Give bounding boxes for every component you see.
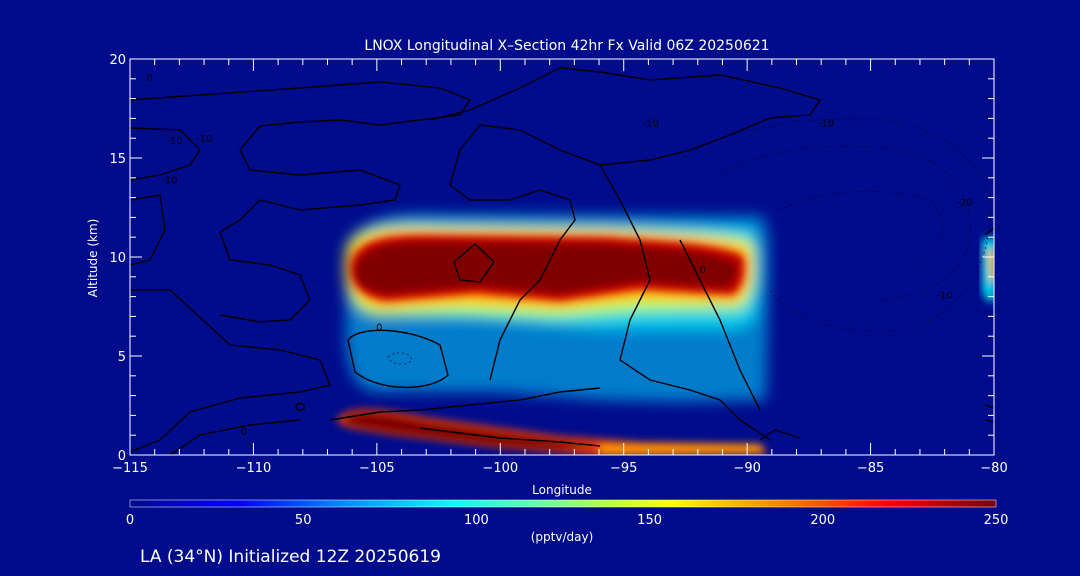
contour-label: 0 bbox=[147, 73, 153, 84]
y-tick-label: 0 bbox=[118, 449, 126, 464]
y-axis-label: Altitude (km) bbox=[86, 219, 100, 298]
contour-label: 0 bbox=[376, 322, 382, 333]
x-tick-label: −105 bbox=[359, 461, 395, 476]
plot-area: 0 -10 -10 -10 0 -10 -10 -20 -10 0 0 bbox=[130, 67, 994, 455]
colorbar-tick-label: 100 bbox=[464, 513, 489, 528]
contour-label: -20 bbox=[956, 198, 972, 209]
x-tick-label: −85 bbox=[857, 461, 884, 476]
colorbar-tick-label: 150 bbox=[637, 513, 662, 528]
x-tick-label: −115 bbox=[112, 461, 148, 476]
colorbar bbox=[129, 499, 997, 508]
contour-lines bbox=[130, 67, 994, 455]
contour-label: -10 bbox=[161, 176, 177, 187]
colorbar-tick-label: 200 bbox=[810, 513, 835, 528]
colorbar-tick-label: 0 bbox=[126, 513, 134, 528]
colorbar-tick-labels: 0 50 100 150 200 250 bbox=[126, 513, 1009, 528]
x-axis-label: Longitude bbox=[532, 483, 592, 497]
contour-label: -10 bbox=[818, 118, 834, 129]
x-tick-labels: −115 −110 −105 −100 −95 −90 −85 −80 bbox=[112, 461, 1008, 476]
contour-label: -10 bbox=[166, 136, 182, 147]
chart-title: LNOX Longitudinal X–Section 42hr Fx Vali… bbox=[364, 38, 769, 54]
contour-labels: 0 -10 -10 -10 0 -10 -10 -20 -10 0 0 bbox=[147, 73, 973, 438]
heat-streak-outer bbox=[337, 409, 768, 455]
y-tick-labels: 0 5 10 15 20 bbox=[109, 53, 126, 464]
colorbar-tick-label: 250 bbox=[984, 513, 1009, 528]
heat-right-edge-core bbox=[988, 250, 994, 282]
x-tick-label: −100 bbox=[482, 461, 518, 476]
footer-text: LA (34°N) Initialized 12Z 20250619 bbox=[140, 547, 441, 567]
y-tick-label: 10 bbox=[109, 251, 126, 266]
contour-label: -10 bbox=[196, 134, 212, 145]
contour-lines-dashed bbox=[387, 118, 991, 365]
contour-label: -10 bbox=[643, 118, 659, 129]
contour-label: 0 bbox=[700, 265, 706, 276]
y-tick-label: 15 bbox=[109, 152, 126, 167]
x-tick-label: −90 bbox=[733, 461, 760, 476]
heat-field bbox=[337, 214, 994, 455]
contour-label: 0 bbox=[240, 427, 246, 438]
y-tick-label: 20 bbox=[109, 53, 126, 68]
x-tick-label: −110 bbox=[236, 461, 272, 476]
colorbar-label: (pptv/day) bbox=[531, 530, 594, 544]
y-tick-label: 5 bbox=[118, 350, 126, 365]
x-tick-label: −80 bbox=[980, 461, 1007, 476]
axis-ticks bbox=[129, 58, 995, 456]
contour-label: -10 bbox=[936, 291, 952, 302]
colorbar-tick-label: 50 bbox=[295, 513, 312, 528]
heat-streak-tail bbox=[600, 444, 764, 455]
x-tick-label: −95 bbox=[610, 461, 637, 476]
